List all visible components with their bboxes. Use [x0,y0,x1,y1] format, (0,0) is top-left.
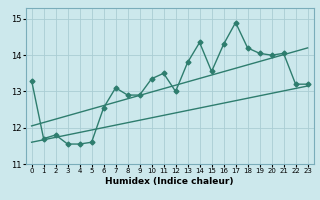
X-axis label: Humidex (Indice chaleur): Humidex (Indice chaleur) [105,177,234,186]
